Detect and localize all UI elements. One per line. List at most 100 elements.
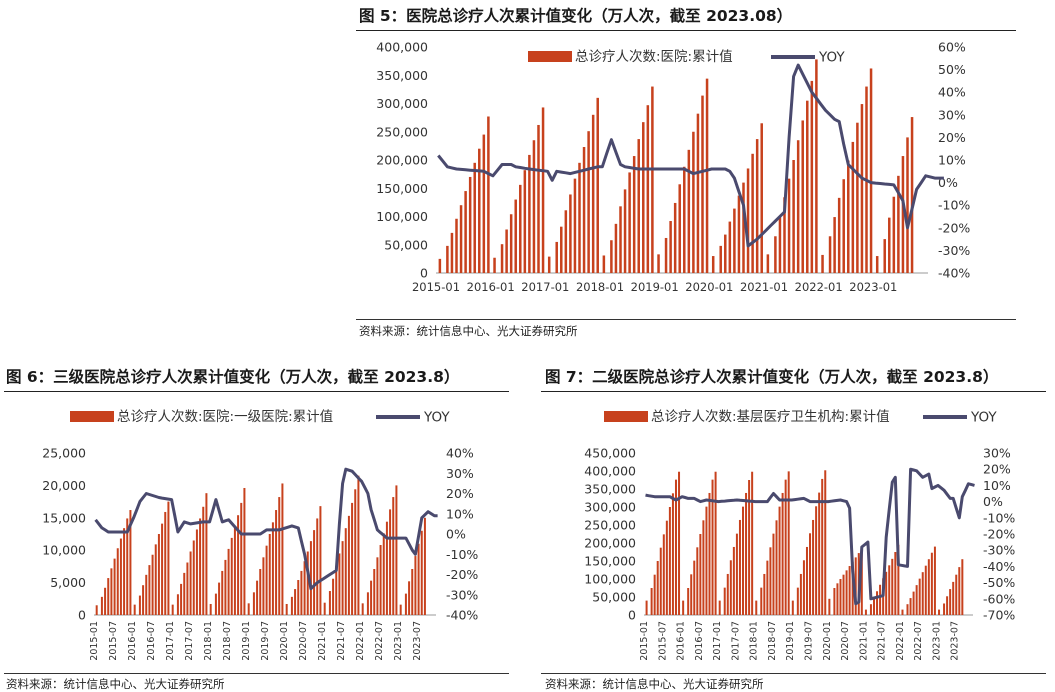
bar <box>637 139 640 273</box>
bar <box>205 493 208 615</box>
bar <box>897 175 900 273</box>
bar <box>769 547 772 615</box>
bar <box>742 506 745 615</box>
x-tick-label: 2019-07 <box>804 621 815 661</box>
y-right-tick-label: -20% <box>446 567 478 582</box>
bar <box>705 506 708 615</box>
bar <box>856 122 859 274</box>
bar <box>726 573 729 615</box>
source-note: 资料来源：统计信息中心、光大证券研究所 <box>545 677 764 691</box>
bar <box>199 518 202 615</box>
bar <box>376 557 379 615</box>
bar <box>240 502 243 615</box>
bar <box>711 256 715 273</box>
y-right-tick-label: 40% <box>446 446 474 461</box>
bar <box>126 518 129 615</box>
bar <box>275 510 278 615</box>
bar <box>787 178 791 273</box>
bar <box>799 573 802 615</box>
bar <box>591 114 595 273</box>
bar <box>876 591 879 615</box>
x-tick-label: 2017-07 <box>184 621 195 661</box>
bar <box>560 226 563 273</box>
y-left-tick-label: 20,000 <box>42 478 86 493</box>
bar <box>766 560 769 615</box>
y-right-tick-label: -40% <box>446 608 478 623</box>
bar <box>268 534 271 615</box>
bar <box>921 572 924 615</box>
bar <box>860 104 864 273</box>
bar <box>582 147 586 273</box>
y-right-tick-label: -60% <box>983 591 1015 606</box>
bar <box>357 475 360 615</box>
bar <box>95 605 98 615</box>
bar <box>851 561 854 615</box>
source-note: 资料来源：统计信息中心、光大证券研究所 <box>6 677 225 691</box>
bar <box>180 583 183 615</box>
bar <box>958 567 961 615</box>
bar <box>828 598 831 615</box>
legend-bar-swatch <box>70 411 114 422</box>
y-right-tick-label: 30% <box>983 446 1011 461</box>
bar <box>772 533 775 615</box>
bar <box>116 548 119 615</box>
bar <box>154 544 157 615</box>
bar <box>815 59 818 274</box>
bar <box>541 107 545 273</box>
bar <box>303 561 306 615</box>
bar <box>938 609 941 615</box>
y-left-tick-label: 100,000 <box>376 209 428 224</box>
bar <box>775 520 778 615</box>
title-rule <box>4 391 509 392</box>
bar <box>202 506 205 615</box>
bar <box>113 558 116 615</box>
bar <box>107 578 110 615</box>
bar <box>138 595 141 615</box>
bar <box>455 218 458 273</box>
bar <box>119 538 122 615</box>
bar <box>252 592 255 615</box>
bar <box>628 172 631 273</box>
bar <box>619 206 622 273</box>
x-tick-label: 2016-07 <box>146 621 157 661</box>
bar <box>224 559 227 615</box>
bar <box>514 199 517 273</box>
y-right-tick-label: 10% <box>446 506 474 521</box>
bar <box>183 572 186 615</box>
bar <box>110 568 113 615</box>
y-right-tick-label: -20% <box>983 527 1015 542</box>
bar <box>323 602 326 615</box>
y-right-tick-label: 0% <box>446 527 466 542</box>
bar <box>847 160 850 273</box>
y-right-tick-label: 20% <box>446 486 474 501</box>
bar <box>265 545 268 615</box>
bar <box>493 257 496 273</box>
x-tick-label: 2022-01 <box>795 280 843 294</box>
bar <box>221 570 224 615</box>
y-left-tick-label: 300,000 <box>584 500 636 515</box>
bar <box>328 591 331 615</box>
bar <box>952 581 955 615</box>
bar <box>833 588 836 615</box>
bar <box>842 179 845 273</box>
bar <box>943 603 946 615</box>
bar <box>316 518 319 615</box>
x-tick-label: 2022-07 <box>913 621 924 661</box>
x-tick-label: 2021-01 <box>317 621 328 661</box>
y-left-tick-label: 250,000 <box>376 124 428 139</box>
bar <box>760 123 763 274</box>
bar <box>142 585 145 615</box>
bar <box>100 596 103 615</box>
bar <box>732 546 735 615</box>
bar <box>614 223 618 273</box>
x-tick-label: 2022-01 <box>895 621 906 661</box>
bar <box>738 519 741 615</box>
y-left-tick-label: 10,000 <box>42 543 86 558</box>
bar <box>564 210 568 273</box>
bar <box>806 100 809 273</box>
bar <box>271 522 274 615</box>
bar <box>869 604 872 615</box>
bar <box>763 573 766 615</box>
bar <box>821 478 824 615</box>
bar <box>247 603 250 615</box>
